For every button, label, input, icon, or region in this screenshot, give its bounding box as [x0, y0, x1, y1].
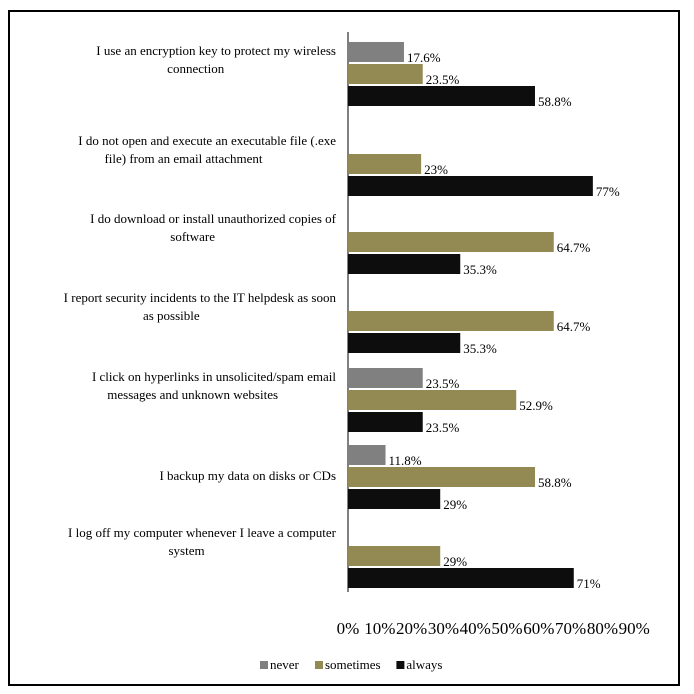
- bar-sometimes-4: [348, 311, 554, 331]
- bar-sometimes-7: [348, 546, 441, 566]
- x-tick-label-4: 40%: [460, 619, 491, 638]
- data-label-never-6: 11.8%: [389, 453, 422, 468]
- x-tick-label-6: 60%: [523, 619, 554, 638]
- legend-label-always: always: [406, 657, 442, 672]
- category-label-1-line-2: connection: [167, 61, 225, 76]
- data-label-sometimes-2: 23%: [424, 162, 448, 177]
- bar-never-1: [348, 42, 404, 62]
- data-label-sometimes-6: 58.8%: [538, 475, 572, 490]
- data-label-always-3: 35.3%: [463, 262, 497, 277]
- data-label-always-1: 58.8%: [538, 94, 572, 109]
- bar-always-5: [348, 412, 423, 432]
- data-label-never-1: 17.6%: [407, 50, 441, 65]
- bar-sometimes-2: [348, 154, 422, 174]
- bar-never-5: [348, 368, 423, 388]
- x-tick-label-0: 0%: [337, 619, 360, 638]
- category-label-2-line-2: file) from an email attachment: [104, 151, 262, 166]
- legend-swatch-never: [260, 661, 268, 669]
- data-label-sometimes-1: 23.5%: [426, 72, 460, 87]
- bar-sometimes-3: [348, 232, 554, 252]
- data-label-sometimes-3: 64.7%: [557, 240, 591, 255]
- bar-never-6: [348, 445, 386, 465]
- category-label-3-line-2: software: [170, 229, 215, 244]
- x-tick-label-1: 10%: [364, 619, 395, 638]
- category-label-3-line-1: I do download or install unauthorized co…: [90, 211, 337, 226]
- chart-frame: 17.6% 23.5% 58.8% I use an encryption key t…: [8, 10, 680, 686]
- x-tick-label-2: 20%: [396, 619, 427, 638]
- data-label-sometimes-5: 52.9%: [519, 398, 553, 413]
- legend-label-sometimes: sometimes: [325, 657, 381, 672]
- x-tick-label-7: 70%: [555, 619, 586, 638]
- data-label-always-5: 23.5%: [426, 420, 460, 435]
- category-label-5-line-2: messages and unknown websites: [107, 387, 278, 402]
- legend-swatch-sometimes: [315, 661, 323, 669]
- bar-always-3: [348, 254, 461, 274]
- category-label-7-line-1: I log off my computer whenever I leave a…: [68, 525, 337, 540]
- bar-always-6: [348, 489, 441, 509]
- data-label-always-4: 35.3%: [463, 341, 497, 356]
- x-tick-label-3: 30%: [428, 619, 459, 638]
- legend-swatch-always: [396, 661, 405, 669]
- bar-sometimes-6: [348, 467, 535, 487]
- x-tick-label-9: 90%: [619, 619, 650, 638]
- data-label-sometimes-7: 29%: [443, 554, 467, 569]
- data-label-sometimes-4: 64.7%: [557, 319, 591, 334]
- bar-always-4: [348, 333, 461, 353]
- x-tick-label-8: 80%: [587, 619, 618, 638]
- category-label-7-line-2: system: [168, 543, 204, 558]
- data-label-always-6: 29%: [443, 497, 467, 512]
- legend-label-never: never: [270, 657, 300, 672]
- category-label-1-line-1: I use an encryption key to protect my wi…: [96, 43, 336, 58]
- bar-sometimes-1: [348, 64, 423, 84]
- bar-always-1: [348, 86, 535, 106]
- category-label-6-line-1: I backup my data on disks or CDs: [159, 468, 336, 483]
- category-label-5-line-1: I click on hyperlinks in unsolicited/spa…: [92, 369, 336, 384]
- bar-sometimes-5: [348, 390, 517, 410]
- category-label-4-line-2: as possible: [143, 308, 200, 323]
- data-label-always-7: 71%: [577, 576, 601, 591]
- data-label-never-5: 23.5%: [426, 376, 460, 391]
- bar-always-7: [348, 568, 574, 588]
- x-tick-label-5: 50%: [491, 619, 522, 638]
- data-label-always-2: 77%: [596, 184, 620, 199]
- category-label-4-line-1: I report security incidents to the IT he…: [64, 290, 337, 305]
- bar-always-2: [348, 176, 593, 196]
- bar-chart: 17.6% 23.5% 58.8% I use an encryption key t…: [64, 32, 650, 672]
- category-label-2-line-1: I do not open and execute an executable …: [78, 133, 336, 148]
